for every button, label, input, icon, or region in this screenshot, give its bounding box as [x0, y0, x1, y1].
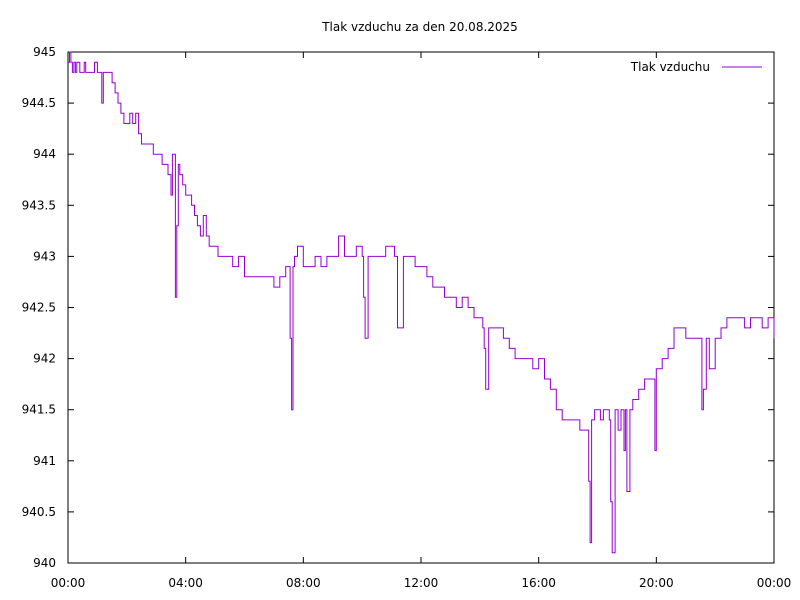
y-tick-label: 945: [33, 45, 56, 59]
axis-tick-labels: 00:00 04:00 08:00 12:00 16:00 20:00 00:00 940 94…: [22, 45, 792, 590]
series-line: [68, 51, 775, 554]
y-tick-label: 943: [33, 249, 56, 263]
y-tick-label: 943.5: [22, 198, 56, 212]
y-tick-label: 941: [33, 454, 56, 468]
legend: Tlak vzduchu: [630, 60, 762, 74]
x-tick-label: 00:00: [51, 576, 86, 590]
x-tick-label: 00:00: [757, 576, 792, 590]
y-tick-label: 940: [33, 556, 56, 570]
y-tick-label: 944.5: [22, 96, 56, 110]
y-tick-label: 940.5: [22, 505, 56, 519]
chart-title: Tlak vzduchu za den 20.08.2025: [321, 20, 518, 34]
y-tick-label: 942: [33, 352, 56, 366]
x-tick-label: 04:00: [168, 576, 203, 590]
x-tick-label: 16:00: [521, 576, 556, 590]
axis-ticks: [67, 51, 775, 564]
x-tick-label: 08:00: [286, 576, 321, 590]
y-tick-label: 944: [33, 147, 56, 161]
y-tick-label: 942.5: [22, 301, 56, 315]
y-tick-label: 941.5: [22, 403, 56, 417]
x-tick-label: 20:00: [639, 576, 674, 590]
x-tick-label: 12:00: [404, 576, 439, 590]
legend-label: Tlak vzduchu: [630, 60, 710, 74]
